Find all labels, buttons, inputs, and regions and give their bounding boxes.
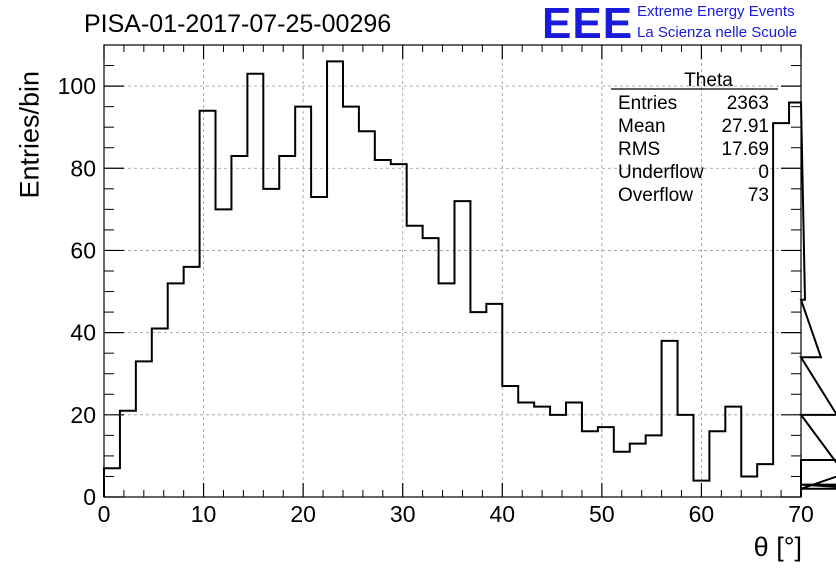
stats-row-rms: RMS 17.69 <box>611 138 806 161</box>
x-tick-label: 0 <box>98 501 111 527</box>
histogram-bin <box>375 160 391 497</box>
histogram-bin <box>662 341 678 497</box>
histogram-bin <box>630 444 646 497</box>
stats-label: Mean <box>618 116 666 137</box>
x-tick-label: 60 <box>689 501 715 527</box>
stats-row-underflow: Underflow 0 <box>611 161 806 184</box>
logo-caption-line1: Extreme Energy Events <box>637 3 795 20</box>
histogram-bin <box>327 61 343 497</box>
histogram-bin <box>391 164 407 497</box>
y-axis-label: Entries/bin <box>14 70 45 199</box>
stats-value: 0 <box>758 162 769 183</box>
histogram-bin <box>757 464 773 497</box>
x-tick-label: 70 <box>788 501 814 527</box>
histogram-bin <box>598 427 614 497</box>
histogram-bin <box>566 402 582 497</box>
histogram-bin <box>678 415 694 497</box>
histogram-bin <box>470 312 486 497</box>
histogram-bin <box>311 197 327 497</box>
histogram-bin <box>454 201 470 497</box>
stats-value: 73 <box>747 185 769 206</box>
stats-label: Overflow <box>618 185 693 206</box>
histogram-bin <box>359 131 375 497</box>
stats-row-overflow: Overflow 73 <box>611 184 806 207</box>
stats-box: Theta Entries 2363 Mean 27.91 RMS 17.69 … <box>611 70 806 207</box>
logo-caption-line2: La Scienza nelle Scuole <box>637 24 798 41</box>
histogram-bin <box>247 74 263 497</box>
histogram-bin <box>646 435 662 497</box>
stats-value: 17.69 <box>721 139 769 160</box>
histogram-bin <box>168 283 184 497</box>
histogram-bin <box>518 402 534 497</box>
histogram-outline <box>103 60 836 497</box>
stats-title: Theta <box>684 70 733 91</box>
y-axis-label-box: Entries/bin <box>0 71 46 199</box>
x-tick-label: 50 <box>589 501 615 527</box>
histogram-bin <box>200 111 216 497</box>
histogram-bin <box>423 238 439 497</box>
x-axis-label: θ [°] <box>753 532 802 562</box>
histogram-bin <box>439 283 455 497</box>
stats-value: 2363 <box>726 93 769 114</box>
histogram-bin <box>534 407 550 497</box>
stats-label: Underflow <box>618 162 704 183</box>
histogram-bin <box>263 189 279 497</box>
histogram-bin <box>184 267 200 497</box>
histogram-bin <box>104 468 120 497</box>
stats-row-entries: Entries 2363 <box>611 92 806 115</box>
eee-logo: EEE <box>542 0 634 48</box>
x-tick-label: 40 <box>489 501 515 527</box>
histogram-bin <box>725 407 741 497</box>
histogram-bin <box>152 329 168 497</box>
histogram-bin <box>343 107 359 497</box>
axes: 0 10 20 30 40 50 60 70 0 20 40 60 80 100 <box>58 44 814 527</box>
stats-label: RMS <box>618 139 661 160</box>
histogram-bin <box>502 386 518 497</box>
chart-title: PISA-01-2017-07-25-00296 <box>84 10 392 38</box>
y-tick-label: 20 <box>70 402 96 428</box>
y-tick-label: 80 <box>70 155 96 181</box>
histogram-bin <box>120 411 136 497</box>
histogram-bin <box>407 226 423 497</box>
y-tick-label: 40 <box>70 320 96 346</box>
histogram-bars <box>103 60 836 497</box>
x-tick-label: 20 <box>290 501 316 527</box>
histogram-bin <box>741 476 757 497</box>
histogram-bin <box>709 431 725 497</box>
histogram-bin <box>231 156 247 497</box>
grid-lines <box>104 45 801 497</box>
stats-label: Entries <box>618 93 678 114</box>
y-tick-label: 60 <box>70 237 96 263</box>
histogram-bin <box>582 431 598 497</box>
histogram-bin <box>136 361 152 497</box>
stats-row-mean: Mean 27.91 <box>611 115 806 138</box>
histogram-bin <box>279 156 295 497</box>
y-tick-label: 0 <box>83 484 96 510</box>
y-tick-label: 100 <box>58 73 96 99</box>
histogram-bin <box>550 415 566 497</box>
stats-value: 27.91 <box>721 116 769 137</box>
x-tick-label: 30 <box>390 501 416 527</box>
histogram-bin <box>216 209 232 497</box>
x-tick-label: 10 <box>191 501 217 527</box>
